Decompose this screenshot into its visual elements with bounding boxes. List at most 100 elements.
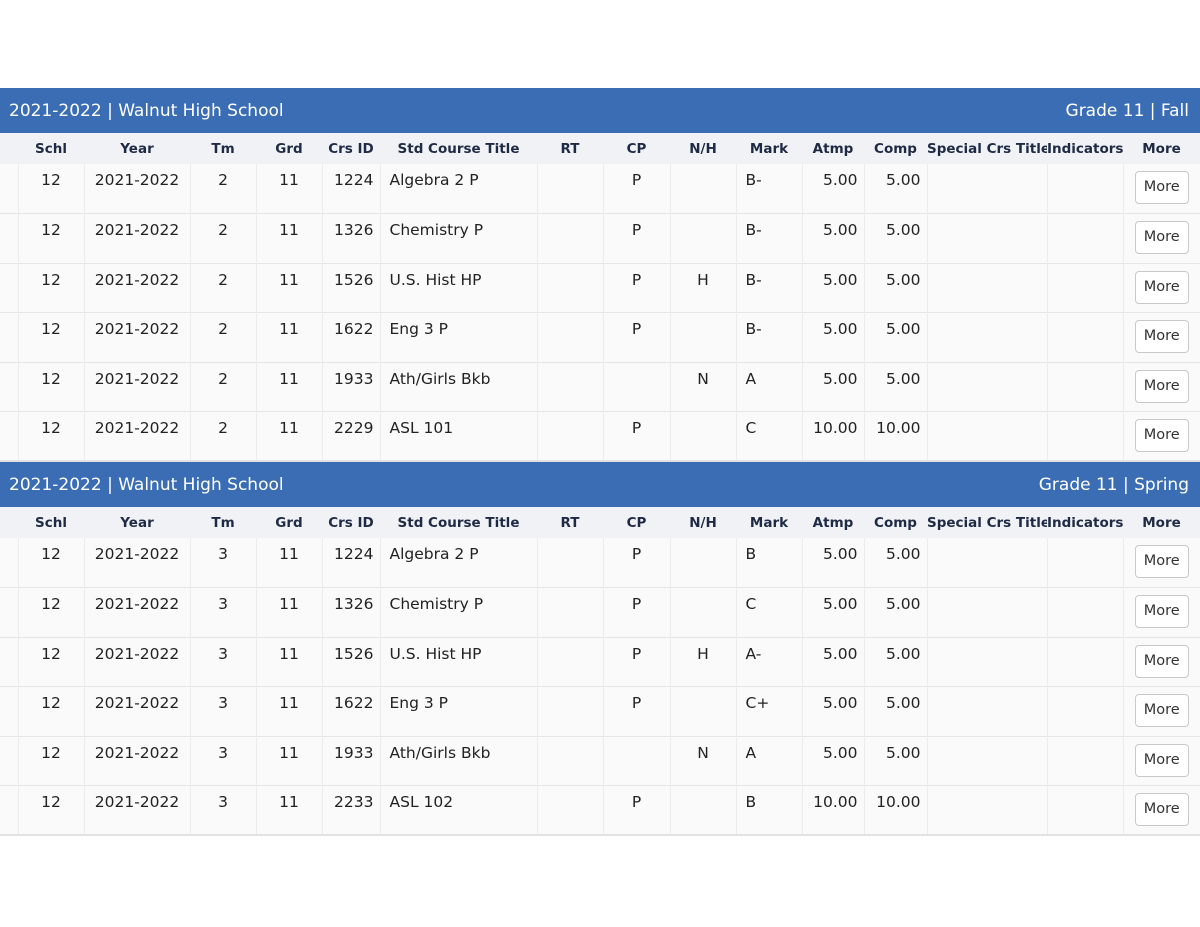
cell-year: 2021-2022 (83, 411, 190, 461)
school-year-title: 2021-2022 | Walnut High School (9, 100, 284, 121)
cell-year: 2021-2022 (83, 587, 190, 637)
cell-attempted: 5.00 (801, 213, 864, 263)
column-header-more: More (1142, 514, 1181, 531)
more-button[interactable]: More (1134, 644, 1189, 678)
table-row: 12 2021-2022 3 11 1526 U.S. Hist HP P H A- 5.00 5.… (0, 636, 1200, 687)
cell-grade: 11 (255, 213, 322, 263)
cell-rt (536, 361, 603, 412)
cell-mark: A (735, 361, 802, 412)
more-button[interactable]: More (1134, 419, 1189, 452)
column-header-more: More (1142, 140, 1181, 157)
more-button[interactable]: More (1134, 221, 1189, 254)
more-cell: More (1122, 361, 1200, 412)
cell-completed: 5.00 (863, 361, 927, 412)
more-button[interactable]: More (1134, 320, 1189, 353)
column-header-nh: N/H (689, 140, 717, 157)
cell-grade: 11 (255, 636, 322, 687)
row-gutter (0, 411, 18, 461)
cell-completed: 5.00 (863, 262, 927, 313)
table-row: 12 2021-2022 2 11 1526 U.S. Hist HP P H B- 5.00 5.… (0, 262, 1200, 313)
cell-course-id: 1622 (321, 312, 380, 362)
table-row: 12 2021-2022 3 11 1326 Chemistry P P C 5.00 5.00 M… (0, 587, 1200, 637)
cell-mark: A (735, 735, 802, 786)
cell-indicators (1046, 587, 1123, 637)
cell-school: 12 (17, 785, 84, 835)
cell-school: 12 (17, 213, 84, 263)
more-cell: More (1122, 785, 1200, 835)
more-button[interactable]: More (1134, 270, 1189, 304)
more-button[interactable]: More (1134, 694, 1189, 727)
cell-cp: P (602, 587, 670, 637)
cell-attempted: 10.00 (801, 785, 864, 835)
table-row: 12 2021-2022 2 11 1326 Chemistry P P B- 5.00 5.00… (0, 213, 1200, 263)
column-header-indicators: Indicators (1047, 140, 1123, 157)
cell-course-id: 1326 (321, 587, 380, 637)
grade-history: 2021-2022 | Walnut High School Grade 11 |… (0, 88, 1200, 836)
cell-grade: 11 (255, 312, 322, 362)
cell-mark: B- (735, 312, 802, 362)
cell-indicators (1046, 636, 1123, 687)
column-header-cp: CP (626, 140, 647, 157)
cell-grade: 11 (255, 538, 322, 588)
cell-attempted: 5.00 (801, 686, 864, 736)
cell-indicators (1046, 735, 1123, 786)
column-header-school: Schl (35, 514, 67, 531)
cell-cp: P (602, 411, 670, 461)
cell-mark: C (735, 587, 802, 637)
cell-school: 12 (17, 262, 84, 313)
cell-course-title: Eng 3 P (379, 312, 537, 362)
more-button[interactable]: More (1134, 793, 1189, 826)
cell-grade: 11 (255, 686, 322, 736)
more-cell: More (1122, 587, 1200, 637)
more-button[interactable]: More (1134, 743, 1189, 777)
cell-special-course-title (926, 411, 1047, 461)
cell-completed: 5.00 (863, 538, 927, 588)
more-button[interactable]: More (1134, 171, 1189, 204)
cell-special-course-title (926, 361, 1047, 412)
table-row: 12 2021-2022 3 11 1224 Algebra 2 P P B 5.00 5.00 M… (0, 538, 1200, 588)
grade-term-label: Grade 11 | Spring (1038, 474, 1189, 495)
cell-indicators (1046, 361, 1123, 412)
cell-indicators (1046, 411, 1123, 461)
cell-indicators (1046, 785, 1123, 835)
cell-completed: 10.00 (863, 785, 927, 835)
cell-year: 2021-2022 (83, 361, 190, 412)
more-button[interactable]: More (1134, 595, 1189, 628)
cell-course-title: ASL 101 (379, 411, 537, 461)
cell-grade: 11 (255, 587, 322, 637)
cell-attempted: 10.00 (801, 411, 864, 461)
more-cell: More (1122, 164, 1200, 214)
column-header-rt: RT (560, 140, 580, 157)
table-row: 12 2021-2022 2 11 1224 Algebra 2 P P B- 5.00 5.00… (0, 164, 1200, 214)
cell-school: 12 (17, 587, 84, 637)
cell-year: 2021-2022 (83, 262, 190, 313)
cell-nh (669, 411, 736, 461)
cell-year: 2021-2022 (83, 538, 190, 588)
cell-course-title: Algebra 2 P (379, 538, 537, 588)
cell-rt (536, 686, 603, 736)
cell-indicators (1046, 686, 1123, 736)
cell-cp: P (602, 262, 670, 313)
column-header-grade: Grd (275, 514, 303, 531)
more-button[interactable]: More (1134, 545, 1189, 578)
table-row: 12 2021-2022 2 11 1933 Ath/Girls Bkb N A 5.00 5.0… (0, 361, 1200, 412)
table-header-row: Schl Year Tm Grd Crs ID Std Course Title RT CP N… (0, 507, 1200, 538)
cell-course-title: Chemistry P (379, 213, 537, 263)
cell-school: 12 (17, 361, 84, 412)
cell-school: 12 (17, 411, 84, 461)
cell-special-course-title (926, 538, 1047, 588)
table-row: 12 2021-2022 3 11 2233 ASL 102 P B 10.00 10.00 Mor… (0, 785, 1200, 835)
cell-rt (536, 262, 603, 313)
cell-course-id: 1933 (321, 361, 380, 412)
cell-school: 12 (17, 164, 84, 214)
cell-cp: P (602, 785, 670, 835)
cell-nh (669, 538, 736, 588)
cell-course-title: Eng 3 P (379, 686, 537, 736)
term-section-header: 2021-2022 | Walnut High School Grade 11 |… (0, 88, 1200, 133)
cell-indicators (1046, 213, 1123, 263)
column-header-attempted: Atmp (812, 514, 854, 531)
more-button[interactable]: More (1134, 369, 1189, 403)
cell-course-title: Ath/Girls Bkb (379, 361, 537, 412)
column-header-cp: CP (626, 514, 647, 531)
cell-nh (669, 686, 736, 736)
